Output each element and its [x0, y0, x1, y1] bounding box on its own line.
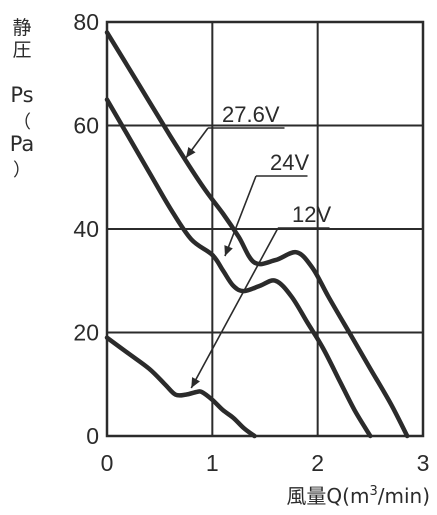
arrow-head-2 [191, 377, 200, 389]
series-line-24v [104, 97, 373, 439]
y-label-part-2: Ps [10, 83, 33, 107]
x-tick-0: 0 [101, 450, 114, 476]
plot-frame [105, 20, 425, 438]
y-label-part-4: Pa [10, 132, 35, 156]
series-line-12v [104, 335, 257, 439]
series-line-27-6v [104, 30, 410, 439]
y-tick-0: 0 [86, 423, 99, 449]
x-tick-1: 1 [206, 450, 219, 476]
x-label-superscript: 3 [369, 484, 377, 499]
x-tick-2: 2 [311, 450, 324, 476]
series-label-24v: 24V [270, 150, 309, 175]
series-annotations: 27.6V 24V 12V [185, 102, 331, 389]
y-tick-80: 80 [73, 9, 99, 35]
y-label-part-5: ） [13, 160, 31, 181]
y-axis-label: 静圧 Ps （Pa ） [10, 17, 35, 181]
x-tick-labels: 0 1 2 3 [101, 450, 430, 476]
y-tick-40: 40 [73, 216, 99, 242]
y-label-part-0: 静 [12, 17, 31, 39]
leader-line-1 [224, 175, 257, 257]
x-tick-3: 3 [417, 450, 430, 476]
y-tick-20: 20 [73, 320, 99, 346]
y-label-part-1: 圧 [12, 39, 31, 61]
x-label-tail: /min) [378, 484, 430, 508]
y-tick-labels: 0 20 40 60 80 [73, 9, 99, 449]
arrow-head-0 [186, 147, 196, 158]
leader-line-2 [190, 227, 279, 389]
x-axis-label: 風量Q(m3/min) [286, 484, 430, 508]
grid [105, 20, 425, 438]
series-label-12v: 12V [292, 202, 331, 227]
y-tick-60: 60 [73, 113, 99, 139]
arrow-head-1 [224, 245, 233, 257]
x-label-main: 風量Q(m [286, 484, 369, 508]
y-label-part-3: （ [13, 112, 31, 133]
series-label-27-6v: 27.6V [222, 102, 280, 127]
series-lines [104, 30, 410, 439]
